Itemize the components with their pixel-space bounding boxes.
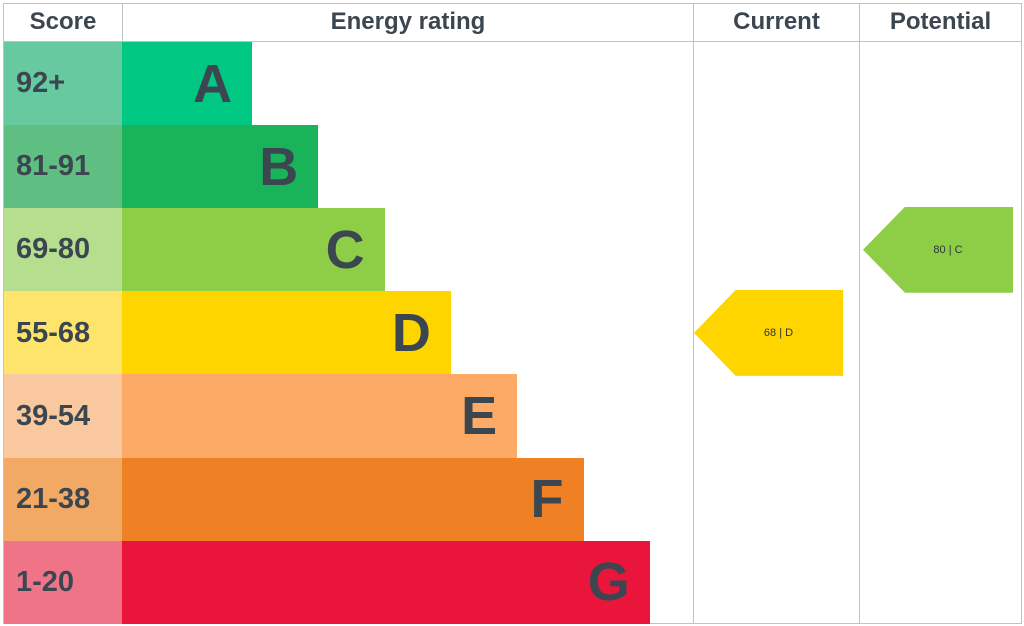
right-border <box>1021 3 1022 624</box>
potential-rating-arrow: 80 | C <box>863 206 1013 293</box>
rating-bar-c: C <box>122 208 385 292</box>
energy-rating-header: Energy rating <box>330 8 486 35</box>
rating-bar-g: G <box>122 540 650 625</box>
score-range-e: 39-54 <box>4 374 122 458</box>
rating-bar-f: F <box>122 457 584 542</box>
rating-bar-b: B <box>122 125 319 209</box>
current-rating-arrow: 68 | D <box>694 289 843 376</box>
score-header: Score <box>29 8 97 35</box>
rating-bar-d: D <box>122 291 451 375</box>
score-range-f: 21-38 <box>4 457 122 542</box>
score-range-b: 81-91 <box>4 125 122 209</box>
rating-bar-a: A <box>122 42 252 126</box>
score-range-a: 92+ <box>4 42 122 126</box>
score-range-c: 69-80 <box>4 208 122 292</box>
current-column-divider <box>693 3 694 624</box>
score-column-divider <box>122 3 123 41</box>
score-range-g: 1-20 <box>4 540 122 625</box>
left-border <box>3 3 4 624</box>
header-divider <box>3 41 1022 42</box>
rating-bar-e: E <box>122 374 518 458</box>
potential-header: Potential <box>889 8 992 35</box>
current-header: Current <box>733 8 820 35</box>
top-border <box>3 3 1022 4</box>
score-range-d: 55-68 <box>4 291 122 375</box>
potential-column-divider <box>859 3 860 624</box>
